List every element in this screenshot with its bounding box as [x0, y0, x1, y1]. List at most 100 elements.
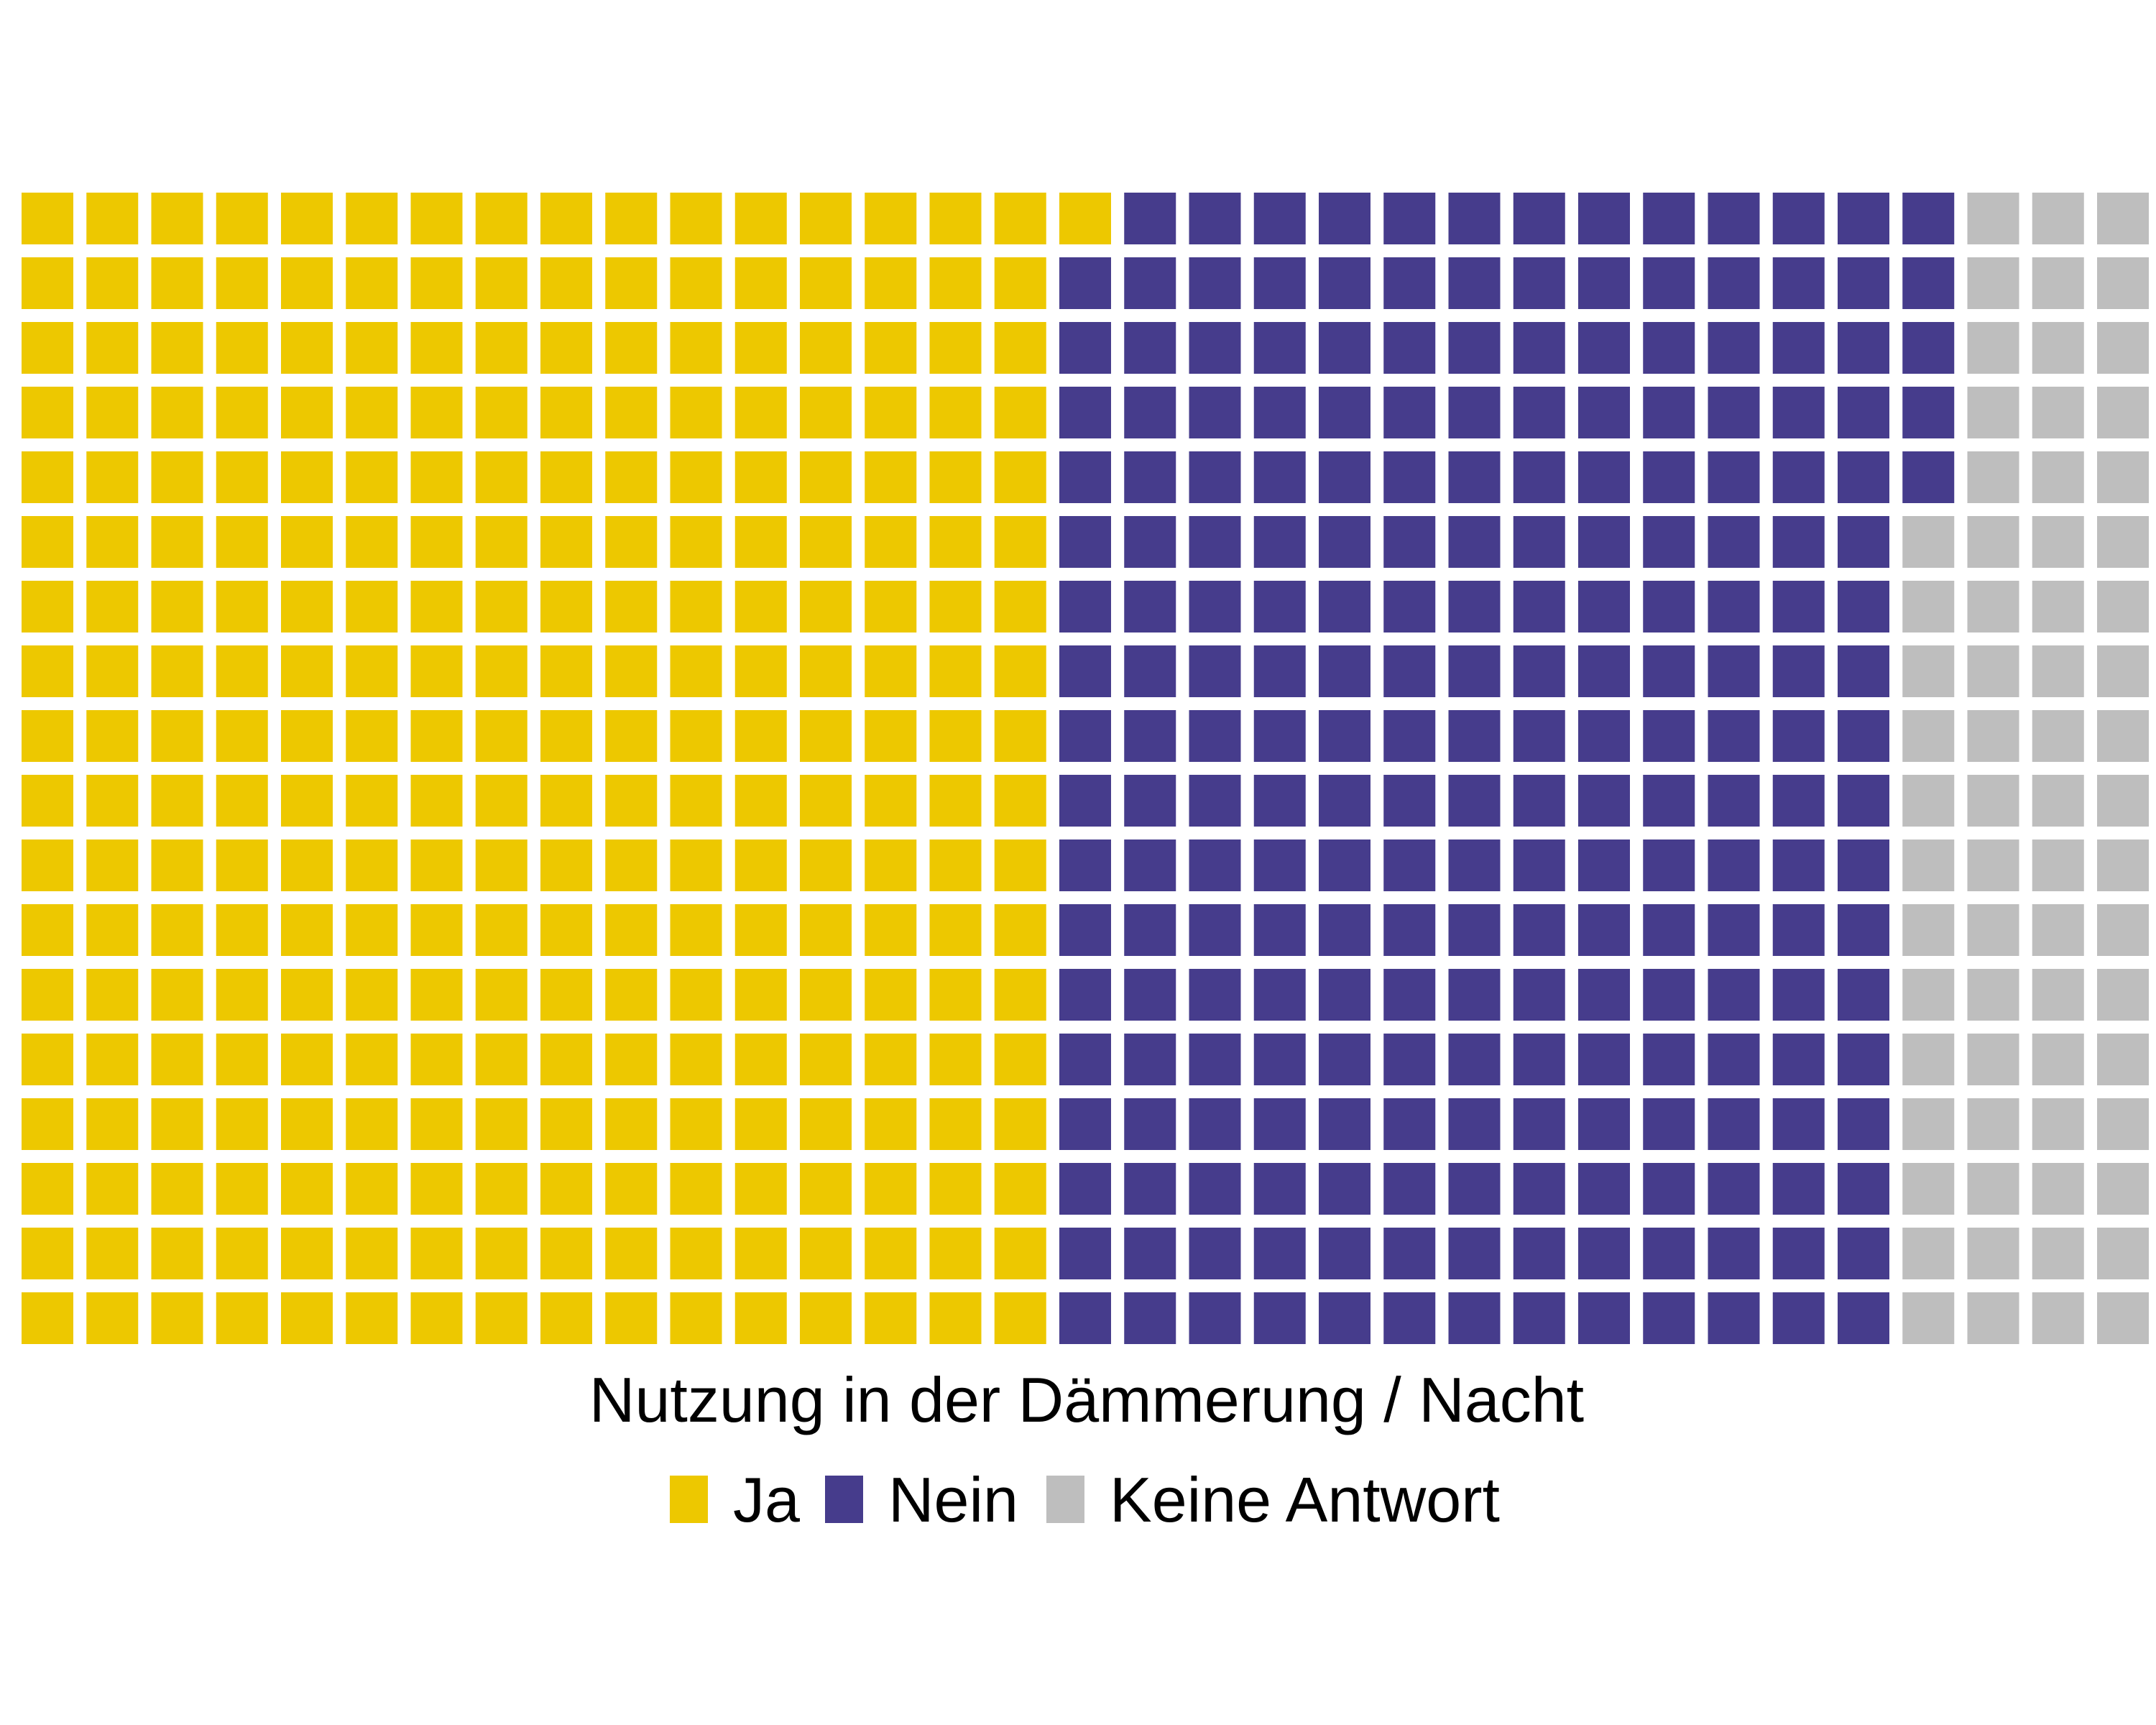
waffle-cell-ja [1059, 193, 1111, 244]
waffle-cell-nein [1124, 516, 1176, 568]
waffle-cell-nein [1319, 1163, 1370, 1215]
waffle-cell-keine-antwort [1902, 840, 1955, 891]
waffle-cell-keine-antwort [2032, 1098, 2084, 1150]
waffle-cell-ja [865, 840, 917, 891]
waffle-cell-ja [605, 193, 658, 244]
waffle-cell-ja [475, 1228, 528, 1279]
waffle-cell-ja [929, 581, 982, 632]
waffle-cell-ja [410, 451, 463, 503]
waffle-cell-nein [1513, 387, 1565, 438]
waffle-cell-nein [1578, 1163, 1630, 1215]
waffle-cell-ja [475, 1098, 528, 1150]
waffle-cell-ja [605, 1098, 658, 1150]
waffle-cell-nein [1708, 1292, 1760, 1344]
waffle-cell-ja [151, 193, 203, 244]
waffle-cell-nein [1838, 710, 1889, 762]
waffle-cell-nein [1838, 645, 1889, 697]
waffle-cell-nein [1124, 257, 1176, 309]
waffle-cell-ja [216, 581, 268, 632]
waffle-cell-nein [1059, 645, 1111, 697]
waffle-cell-ja [540, 581, 592, 632]
waffle-cell-nein [1319, 1228, 1370, 1279]
waffle-cell-ja [605, 840, 658, 891]
waffle-cell-ja [865, 1292, 917, 1344]
waffle-cell-keine-antwort [2032, 257, 2084, 309]
waffle-cell-nein [1708, 1098, 1760, 1150]
waffle-cell-nein [1059, 387, 1111, 438]
waffle-cell-keine-antwort [2032, 645, 2084, 697]
waffle-cell-ja [929, 387, 982, 438]
waffle-cell-keine-antwort [2097, 840, 2149, 891]
waffle-cell-ja [475, 451, 528, 503]
waffle-cell-nein [1059, 710, 1111, 762]
waffle-cell-nein [1189, 1163, 1241, 1215]
waffle-cell-ja [86, 710, 139, 762]
waffle-cell-keine-antwort [2097, 1163, 2149, 1215]
waffle-cell-ja [540, 387, 592, 438]
waffle-cell-keine-antwort [1967, 904, 2019, 956]
waffle-cell-ja [994, 1163, 1046, 1215]
waffle-cell-ja [800, 1098, 852, 1150]
waffle-cell-keine-antwort [1902, 516, 1955, 568]
waffle-cell-nein [1643, 1098, 1695, 1150]
waffle-cell-nein [1189, 1292, 1241, 1344]
waffle-cell-nein [1253, 1292, 1306, 1344]
waffle-cell-ja [540, 322, 592, 374]
waffle-cell-keine-antwort [1967, 840, 2019, 891]
waffle-cell-ja [410, 322, 463, 374]
waffle-cell-nein [1578, 1034, 1630, 1085]
waffle-cell-ja [86, 1034, 139, 1085]
waffle-cell-ja [86, 645, 139, 697]
waffle-cell-nein [1124, 451, 1176, 503]
waffle-cell-ja [865, 322, 917, 374]
waffle-cell-ja [994, 904, 1046, 956]
waffle-cell-nein [1902, 193, 1955, 244]
waffle-cell-ja [865, 516, 917, 568]
waffle-cell-nein [1448, 1098, 1501, 1150]
waffle-cell-nein [1772, 322, 1825, 374]
waffle-cell-ja [605, 516, 658, 568]
waffle-cell-nein [1253, 645, 1306, 697]
waffle-cell-ja [734, 387, 787, 438]
waffle-cell-nein [1578, 257, 1630, 309]
waffle-cell-ja [865, 1098, 917, 1150]
waffle-cell-ja [475, 645, 528, 697]
waffle-cell-ja [346, 1098, 398, 1150]
waffle-cell-nein [1253, 969, 1306, 1021]
waffle-cell-ja [670, 775, 722, 827]
waffle-cell-ja [151, 1098, 203, 1150]
waffle-cell-ja [800, 645, 852, 697]
waffle-cell-keine-antwort [2097, 581, 2149, 632]
waffle-cell-nein [1772, 840, 1825, 891]
waffle-cell-nein [1578, 516, 1630, 568]
waffle-cell-ja [605, 257, 658, 309]
waffle-cell-ja [410, 645, 463, 697]
waffle-cell-ja [994, 1098, 1046, 1150]
waffle-cell-ja [281, 1228, 333, 1279]
waffle-cell-nein [1838, 257, 1889, 309]
waffle-cell-ja [865, 710, 917, 762]
waffle-cell-ja [865, 969, 917, 1021]
waffle-cell-ja [734, 1292, 787, 1344]
waffle-cell-ja [410, 193, 463, 244]
waffle-cell-keine-antwort [2032, 969, 2084, 1021]
waffle-cell-nein [1124, 1292, 1176, 1344]
waffle-cell-nein [1708, 710, 1760, 762]
waffle-cell-ja [346, 710, 398, 762]
waffle-cell-nein [1578, 193, 1630, 244]
waffle-cell-ja [475, 1034, 528, 1085]
waffle-cell-nein [1383, 840, 1436, 891]
waffle-cell-nein [1319, 775, 1370, 827]
waffle-cell-keine-antwort [2097, 1098, 2149, 1150]
waffle-cell-ja [800, 904, 852, 956]
waffle-cell-nein [1059, 904, 1111, 956]
legend-label-ja: Ja [733, 1464, 800, 1535]
waffle-cell-nein [1643, 1163, 1695, 1215]
waffle-cell-ja [929, 645, 982, 697]
waffle-cell-ja [670, 969, 722, 1021]
waffle-cell-nein [1189, 387, 1241, 438]
waffle-cell-nein [1578, 581, 1630, 632]
waffle-cell-keine-antwort [1902, 581, 1955, 632]
waffle-cell-ja [994, 387, 1046, 438]
waffle-cell-nein [1838, 451, 1889, 503]
